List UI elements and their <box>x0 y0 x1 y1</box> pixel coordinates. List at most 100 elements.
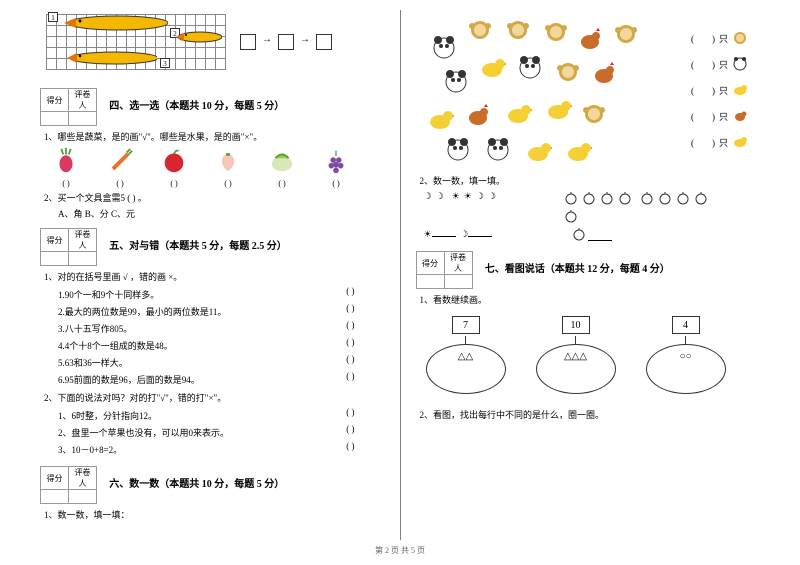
blank-input[interactable] <box>588 231 612 241</box>
panda-icon <box>444 136 472 164</box>
score-table-4: 得分评卷人 <box>40 88 97 126</box>
monkey-icon <box>504 16 532 44</box>
q7-2: 2、看图，找出每行中不同的是什么，圈一圈。 <box>420 408 761 421</box>
carrot-icon <box>102 147 138 177</box>
oval-1[interactable]: △△ <box>426 344 506 394</box>
score-table-5: 得分评卷人 <box>40 228 97 266</box>
sun-icon: ☀ <box>424 229 432 239</box>
q5-1-4: 4.4个十8个一组成的数是48。 <box>58 339 173 352</box>
rooster-icon <box>576 26 604 54</box>
q5-1-3: 3.八十五写作805。 <box>58 322 132 335</box>
grader-cell[interactable] <box>69 112 97 126</box>
q5-2: 2、下面的说法对吗？对的打"√"，错的打"×"。 <box>44 391 385 404</box>
monkey-icon <box>612 20 640 48</box>
duck-icon <box>478 54 506 82</box>
moon-sun-group: ☽☽ ☀☀ ☽☽ <box>424 191 524 202</box>
panda-icon <box>484 136 512 164</box>
bird-icon-3 <box>62 50 157 66</box>
q6-1: 1、数一数，填一填： <box>44 508 385 521</box>
radish-icon <box>48 147 84 177</box>
bird-label-3: 3 <box>160 58 170 68</box>
count-answers: ( )只 ( )只 ( )只 ( )只 ( )只 <box>691 30 748 150</box>
monkey-icon <box>732 30 748 46</box>
count-shapes-row-1: ☽☽ ☀☀ ☽☽ <box>424 191 761 223</box>
duck-icon <box>732 82 748 98</box>
score-cell[interactable] <box>41 112 69 126</box>
duck-icon <box>544 96 572 124</box>
blank-input[interactable] <box>432 227 456 237</box>
moon-icon: ☽ <box>424 191 432 202</box>
q5-2-3: 3、10－0+8=2。 <box>58 443 122 456</box>
ans-3[interactable]: ( ) <box>156 179 192 188</box>
q4-1: 1、哪些是蔬菜，是的画"√"。哪些是水果，是的画"×"。 <box>44 130 385 143</box>
q-count-fill: 2、数一数，填一填。 <box>420 174 761 187</box>
panda-icon <box>430 34 458 62</box>
ans-5[interactable]: ( ) <box>264 179 300 188</box>
monkey-icon <box>580 100 608 128</box>
moon-icon: ☽ <box>460 229 468 239</box>
oval-2[interactable]: △△△ <box>536 344 616 394</box>
grape-icon <box>318 147 354 177</box>
q4-2: 2、买一个文具盒需5 ( ) 。 <box>44 191 385 204</box>
apple-group <box>564 191 714 223</box>
oval-item-3: 4 ○○ <box>646 316 726 394</box>
cabbage-icon <box>264 147 300 177</box>
score-table-6: 得分评卷人 <box>40 466 97 504</box>
score-header-1: 得分 <box>41 89 69 112</box>
ans-2[interactable]: ( ) <box>102 179 138 188</box>
panda-icon <box>516 54 544 82</box>
answer-box-1[interactable] <box>240 34 256 50</box>
q5-1-6: 6.95前面的数是96，后面的数是94。 <box>58 373 200 386</box>
right-column: ( )只 ( )只 ( )只 ( )只 ( )只 2、数一数，填一填。 ☽ ☽ ☀… <box>406 10 771 540</box>
moon-icon: ☽ <box>436 191 444 202</box>
count-shapes-row-2: ☀ ☽ <box>424 227 761 243</box>
apple-icon <box>156 147 192 177</box>
bird-icon-1 <box>58 14 168 32</box>
peach-icon <box>210 147 246 177</box>
section-5-title: 五、对与错（本题共 5 分，每题 2.5 分） <box>109 237 287 252</box>
animal-counting-figure: ( )只 ( )只 ( )只 ( )只 ( )只 <box>416 10 761 170</box>
duck-icon <box>732 134 748 150</box>
ans-4[interactable]: ( ) <box>210 179 246 188</box>
q7-1: 1、看数继续画。 <box>420 293 761 306</box>
panda-icon <box>442 68 470 96</box>
section-7-title: 七、看图说话（本题共 12 分，每题 4 分） <box>485 260 670 275</box>
q5-2-1: 1、6时整，分针指向12。 <box>58 409 157 422</box>
blank-input[interactable] <box>468 227 492 237</box>
apple-outline-icon <box>694 191 708 205</box>
vegetable-row <box>48 147 385 177</box>
answer-boxes: → → <box>240 34 332 50</box>
section-4-header: 得分评卷人 四、选一选（本题共 10 分，每题 5 分） <box>40 88 385 126</box>
apple-outline-icon <box>572 227 586 241</box>
apple-outline-icon <box>658 191 672 205</box>
sun-icon: ☀ <box>452 191 460 202</box>
apple-outline-icon <box>640 191 654 205</box>
section-6-title: 六、数一数（本题共 10 分，每题 5 分） <box>109 475 284 490</box>
oval-item-1: 7 △△ <box>426 316 506 394</box>
duck-icon <box>564 138 592 166</box>
duck-icon <box>426 106 454 134</box>
oval-row: 7 △△ 10 △△△ 4 ○○ <box>426 316 761 394</box>
section-6-header: 得分评卷人 六、数一数（本题共 10 分，每题 5 分） <box>40 466 385 504</box>
bird-icon-2 <box>172 30 222 44</box>
ans-6[interactable]: ( ) <box>318 179 354 188</box>
oval-3[interactable]: ○○ <box>646 344 726 394</box>
num-box-3: 4 <box>672 316 700 334</box>
apple-outline-icon <box>582 191 596 205</box>
duck-icon <box>504 100 532 128</box>
score-header-2: 评卷人 <box>69 89 97 112</box>
q5-1-5: 5.63和36一样大。 <box>58 356 128 369</box>
apple-outline-icon <box>676 191 690 205</box>
oval-item-2: 10 △△△ <box>536 316 616 394</box>
bird-label-1: 1 <box>48 12 58 22</box>
q5-1-2: 2.最大的两位数是99，最小的两位数是11。 <box>58 305 226 318</box>
ans-1[interactable]: ( ) <box>48 179 84 188</box>
score-table-7: 得分评卷人 <box>416 251 473 289</box>
apple-outline-icon <box>564 209 578 223</box>
q5-1: 1、对的在括号里画 √ ，错的画 ×。 <box>44 270 385 283</box>
answer-box-2[interactable] <box>278 34 294 50</box>
rooster-icon <box>590 60 618 88</box>
answer-box-3[interactable] <box>316 34 332 50</box>
monkey-icon <box>542 18 570 46</box>
apple-outline-icon <box>618 191 632 205</box>
